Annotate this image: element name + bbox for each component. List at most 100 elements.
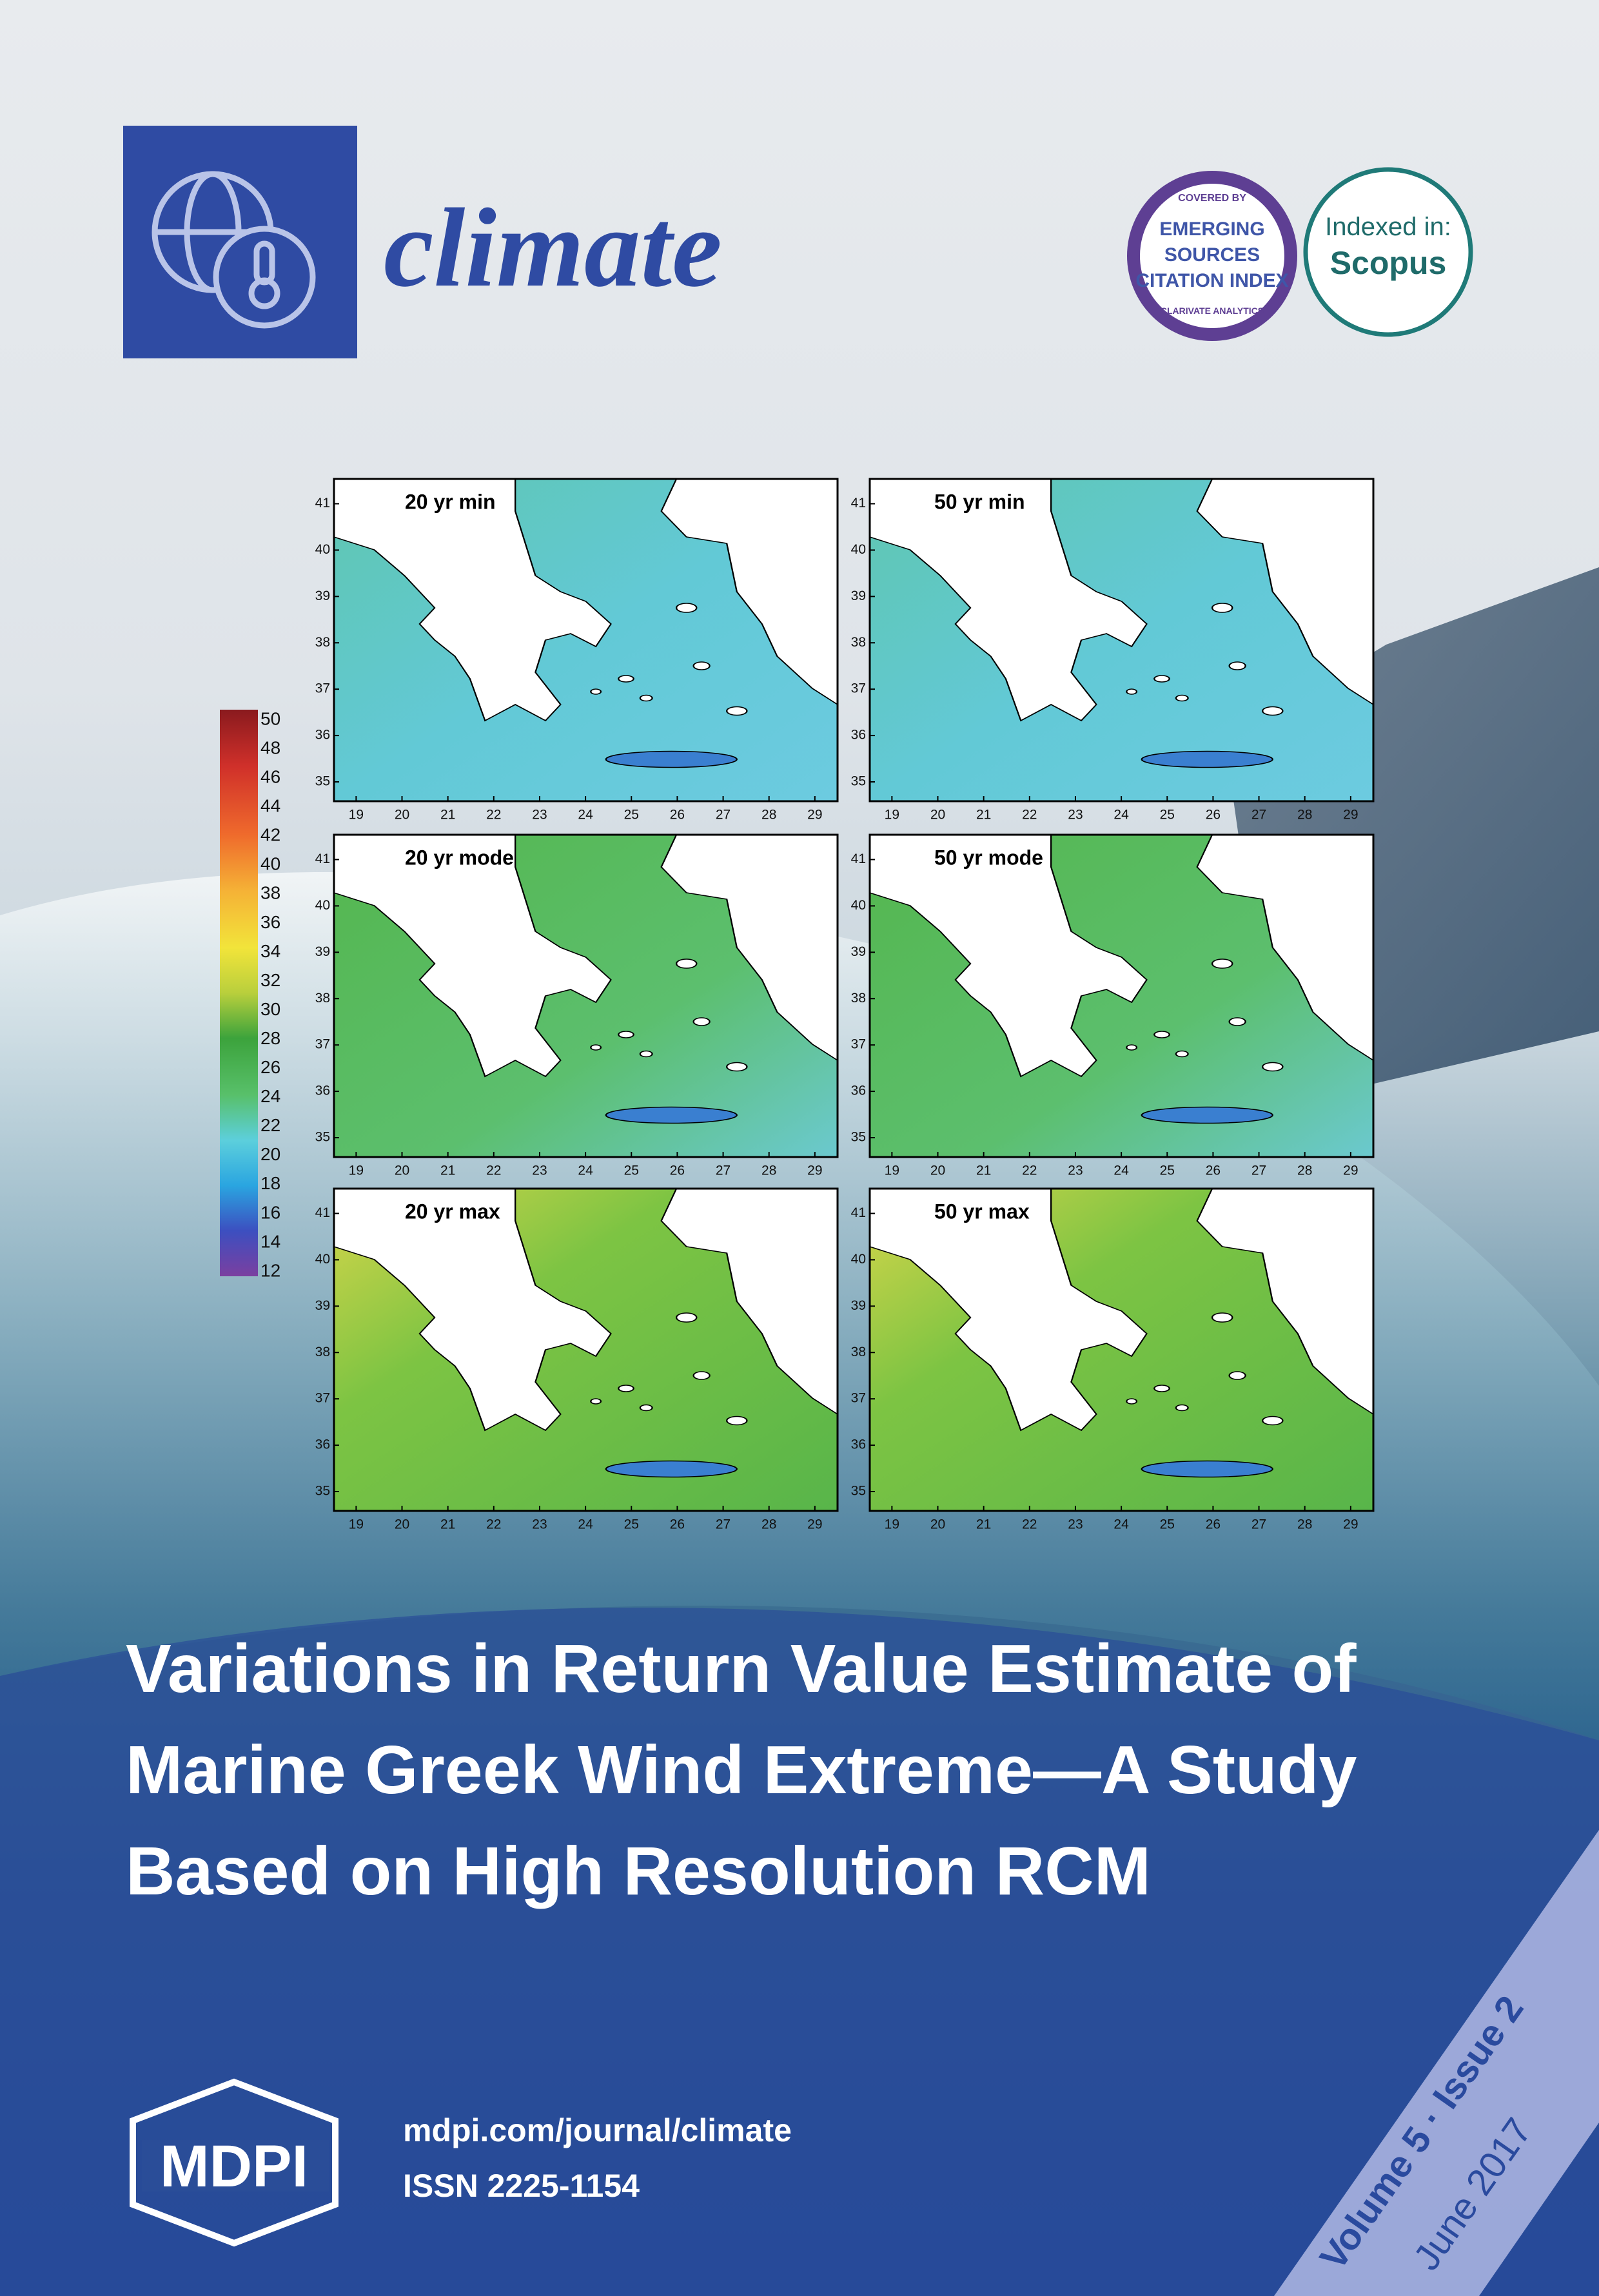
colorbar-label: 50 (260, 708, 280, 728)
map-panel: 20 yr mode 35 36 37 38 39 40 41 19 20 21 22 23 24 25 26… (315, 833, 839, 1178)
lon-tick-label: 19 (349, 1163, 364, 1178)
lon-tick-label: 19 (349, 808, 364, 822)
lon-tick-label: 25 (624, 1517, 639, 1532)
lat-tick-label: 40 (315, 1252, 330, 1267)
map-panel: 20 yr max 35 36 37 38 39 40 41 19 20 21 22 23 24 25 26 2… (315, 1187, 839, 1532)
lon-tick-label: 19 (885, 808, 899, 822)
colorbar-label: 42 (260, 825, 280, 845)
badge-top: COVERED BY (1178, 193, 1246, 204)
lon-tick-label: 28 (1297, 808, 1312, 822)
lon-tick-label: 29 (807, 1163, 822, 1178)
lon-tick-label: 28 (761, 1517, 776, 1532)
lon-tick-label: 23 (532, 1517, 547, 1532)
map-panel: 50 yr max 35 36 37 38 39 40 41 19 20 21 22 23 24 25 26 2… (851, 1187, 1375, 1532)
colorbar-label: 18 (260, 1173, 280, 1193)
colorbar-label: 20 (260, 1144, 280, 1164)
lat-tick-label: 40 (315, 542, 330, 557)
lat-tick-label: 37 (851, 1037, 866, 1052)
publisher: MDPI (160, 2134, 308, 2199)
scopus-line2: Scopus (1330, 245, 1447, 281)
lon-tick-label: 24 (578, 1163, 593, 1178)
lat-tick-label: 39 (851, 1298, 866, 1313)
lon-tick-label: 27 (1251, 1517, 1266, 1532)
lon-tick-label: 27 (716, 1163, 731, 1178)
lat-tick-label: 36 (851, 1084, 866, 1098)
lon-tick-label: 19 (885, 1163, 899, 1178)
colorbar-label: 34 (260, 941, 280, 961)
lon-tick-label: 27 (1251, 1163, 1266, 1178)
panel-label: 50 yr max (934, 1200, 1030, 1223)
lon-tick-label: 20 (395, 1163, 409, 1178)
journal-url[interactable]: mdpi.com/journal/climate (403, 2112, 792, 2148)
lat-tick-label: 41 (851, 851, 866, 866)
logo-icon (152, 171, 316, 329)
lat-tick-label: 35 (315, 1484, 330, 1499)
lon-tick-label: 28 (1297, 1163, 1312, 1178)
lat-tick-label: 41 (851, 496, 866, 511)
badge-line: SOURCES (1164, 244, 1260, 266)
lon-tick-label: 29 (1343, 808, 1358, 822)
lon-tick-label: 23 (532, 1163, 547, 1178)
colorbar-label: 30 (260, 999, 280, 1019)
lat-tick-label: 35 (851, 1130, 866, 1145)
lat-tick-label: 37 (315, 1037, 330, 1052)
lon-tick-label: 26 (670, 808, 685, 822)
lat-tick-label: 40 (315, 898, 330, 913)
lat-tick-label: 36 (315, 728, 330, 743)
lon-tick-label: 22 (1022, 1163, 1037, 1178)
lon-tick-label: 28 (761, 1163, 776, 1178)
colorbar (220, 710, 258, 1276)
map-panel: 50 yr min 35 36 37 38 39 40 41 19 20 21 22 23 24 25 26 2… (851, 478, 1375, 822)
colorbar-label: 36 (260, 912, 280, 932)
lon-tick-label: 29 (1343, 1517, 1358, 1532)
lon-tick-label: 28 (761, 808, 776, 822)
lon-tick-label: 20 (395, 808, 409, 822)
lat-tick-label: 41 (315, 496, 330, 511)
lat-tick-label: 36 (851, 1437, 866, 1452)
colorbar-label: 14 (260, 1231, 280, 1251)
lat-tick-label: 40 (851, 542, 866, 557)
lon-tick-label: 21 (440, 808, 455, 822)
lon-tick-label: 26 (1206, 1163, 1221, 1178)
scopus-badge: Indexed in: Scopus (1303, 167, 1473, 337)
lon-tick-label: 22 (1022, 1517, 1037, 1532)
mdpi-logo: MDPI (130, 2078, 338, 2247)
lon-tick-label: 24 (1113, 808, 1129, 822)
lat-tick-label: 38 (851, 635, 866, 650)
lon-tick-label: 23 (1068, 1163, 1083, 1178)
lon-tick-label: 24 (1113, 1163, 1129, 1178)
colorbar-label: 32 (260, 970, 280, 990)
title: Variations in Return Value Estimate of Ma… (126, 1631, 1357, 1909)
panel-label: 50 yr min (934, 490, 1025, 513)
esci-badge: COVERED BY CLARIVATE ANALYTICS EMERGING S… (1127, 171, 1297, 341)
title-line: Marine Greek Wind Extreme—A Study (126, 1732, 1357, 1808)
lat-tick-label: 39 (315, 1298, 330, 1313)
colorbar-label: 48 (260, 737, 280, 757)
lat-tick-label: 35 (851, 774, 866, 789)
lon-tick-label: 21 (976, 1517, 991, 1532)
lat-tick-label: 37 (315, 1391, 330, 1406)
issue-ribbon (1274, 1830, 1599, 2296)
lon-tick-label: 24 (578, 808, 593, 822)
lon-tick-label: 27 (1251, 808, 1266, 822)
lon-tick-label: 20 (930, 1163, 945, 1178)
colorbar-label: 22 (260, 1115, 280, 1135)
lon-tick-label: 23 (1068, 1517, 1083, 1532)
lon-tick-label: 19 (885, 1517, 899, 1532)
lat-tick-label: 35 (315, 774, 330, 789)
lon-tick-label: 25 (624, 808, 639, 822)
lat-tick-label: 36 (315, 1084, 330, 1098)
colorbar-label: 28 (260, 1028, 280, 1048)
lon-tick-label: 25 (1160, 808, 1175, 822)
map-panel: 50 yr mode 35 36 37 38 39 40 41 19 20 21 22 23 24 25 26… (851, 833, 1375, 1178)
logo-gap (142, 2140, 329, 2192)
colorbar-label: 38 (260, 883, 280, 903)
lon-tick-label: 27 (716, 1517, 731, 1532)
lat-tick-label: 41 (851, 1205, 866, 1220)
lat-tick-label: 40 (851, 1252, 866, 1267)
lat-tick-label: 38 (851, 1345, 866, 1359)
lon-tick-label: 22 (1022, 808, 1037, 822)
badge-face (1140, 184, 1284, 328)
colorbar-label: 24 (260, 1086, 280, 1106)
colorbar-label: 16 (260, 1202, 280, 1222)
